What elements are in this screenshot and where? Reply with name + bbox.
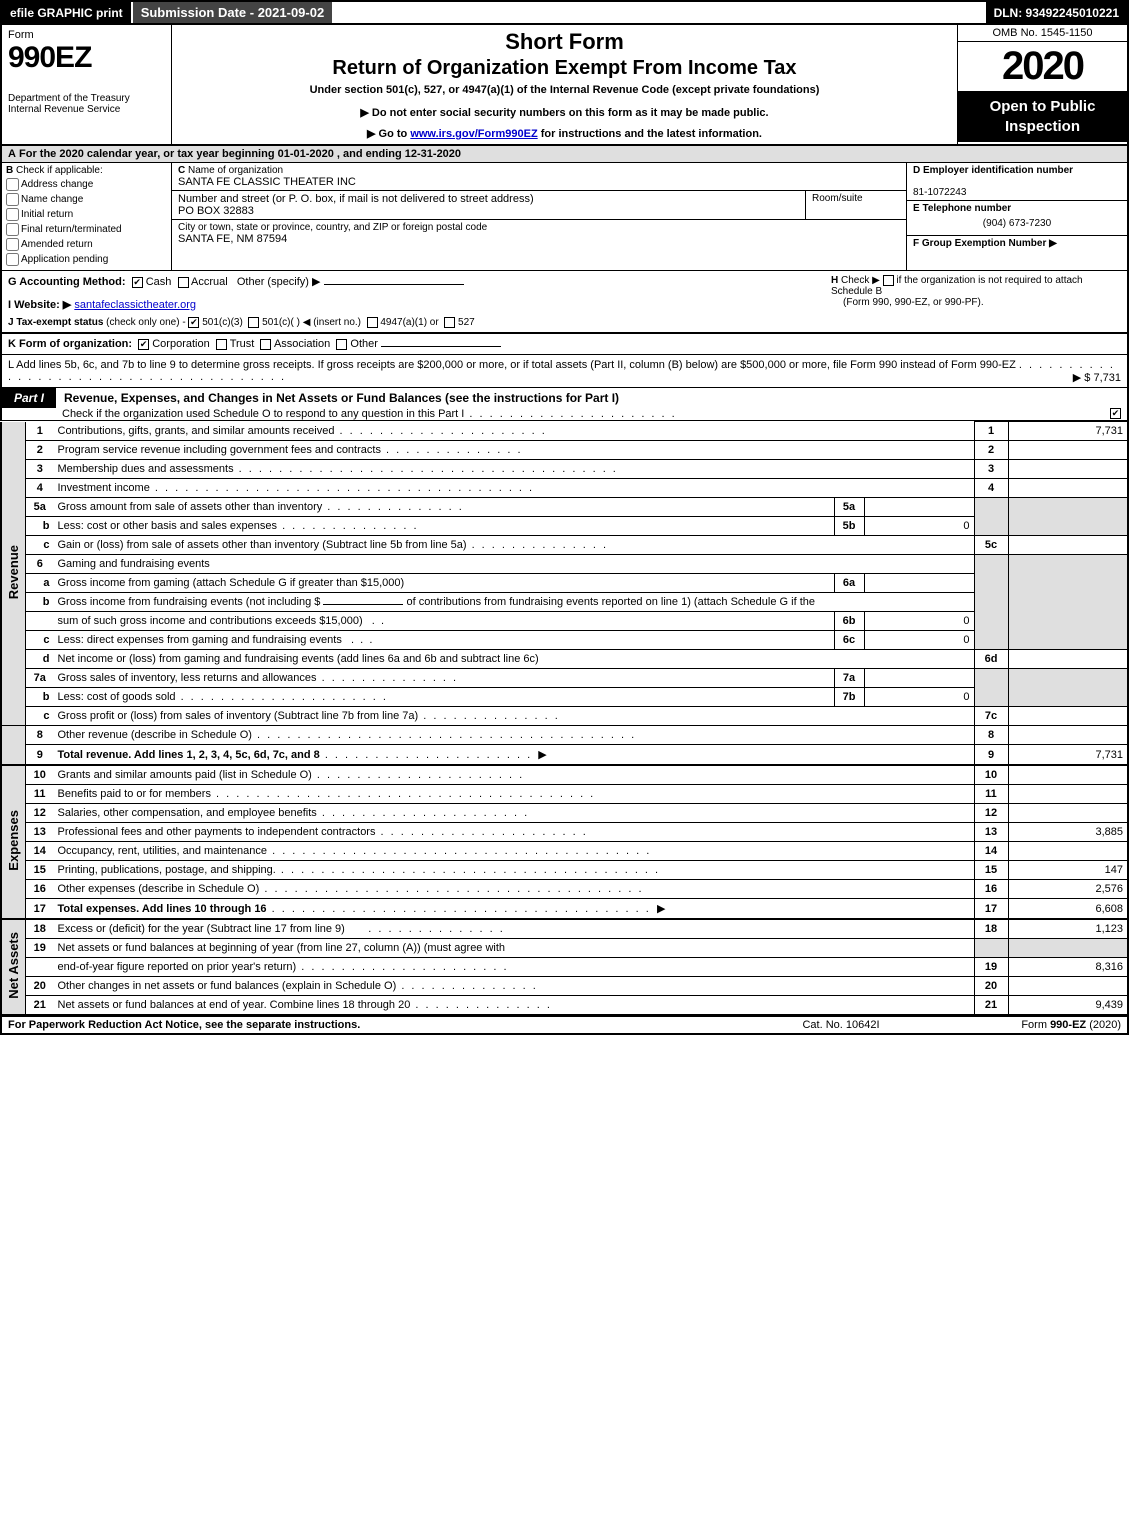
submission-date: Submission Date - 2021-09-02: [131, 2, 333, 23]
chk-address-change[interactable]: Address change: [6, 178, 167, 191]
chk-schedule-o[interactable]: [1110, 408, 1121, 419]
omb-number: OMB No. 1545-1150: [958, 25, 1127, 42]
line-15-value: 147: [1008, 861, 1128, 880]
header-right: OMB No. 1545-1150 2020 Open to Public In…: [957, 25, 1127, 144]
chk-association[interactable]: [260, 339, 271, 350]
part-1-table: Revenue 1 Contributions, gifts, grants, …: [0, 421, 1129, 1015]
short-form-title: Short Form: [182, 29, 947, 55]
line-19-value: 8,316: [1008, 958, 1128, 977]
line-7c-value: [1008, 707, 1128, 726]
part-1-tag: Part I: [2, 388, 56, 408]
line-9-value: 7,731: [1008, 745, 1128, 766]
website-label: I Website: ▶: [8, 299, 71, 311]
line-6d-value: [1008, 650, 1128, 669]
efile-print-label[interactable]: efile GRAPHIC print: [2, 2, 131, 23]
chk-501c[interactable]: [248, 317, 259, 328]
line-13-value: 3,885: [1008, 823, 1128, 842]
irs-label: Internal Revenue Service: [8, 104, 165, 115]
top-bar: efile GRAPHIC print Submission Date - 20…: [0, 0, 1129, 25]
dept-treasury: Department of the Treasury: [8, 93, 165, 104]
line-17-value: 6,608: [1008, 899, 1128, 920]
form-ref: Form 990-EZ (2020): [941, 1019, 1121, 1031]
line-5b-value: 0: [864, 517, 974, 536]
line-1-value: 7,731: [1008, 422, 1128, 441]
open-to-public: Open to Public Inspection: [958, 91, 1127, 142]
website-link[interactable]: santafeclassictheater.org: [74, 299, 196, 311]
chk-application-pending[interactable]: Application pending: [6, 253, 167, 266]
line-2-value: [1008, 441, 1128, 460]
info-grid: B Check if applicable: Address change Na…: [0, 163, 1129, 271]
cat-no: Cat. No. 10642I: [741, 1019, 941, 1031]
line-6c-value: 0: [864, 631, 974, 650]
line-12-value: [1008, 804, 1128, 823]
return-title: Return of Organization Exempt From Incom…: [182, 57, 947, 80]
row-a-tax-year: A For the 2020 calendar year, or tax yea…: [0, 146, 1129, 163]
line-14-value: [1008, 842, 1128, 861]
form-header: Form 990EZ Department of the Treasury In…: [0, 25, 1129, 146]
line-5c-value: [1008, 536, 1128, 555]
chk-4947[interactable]: [367, 317, 378, 328]
paperwork-notice: For Paperwork Reduction Act Notice, see …: [8, 1019, 741, 1031]
col-b-checkboxes: B Check if applicable: Address change Na…: [2, 163, 172, 270]
form-word: Form: [8, 29, 165, 41]
vside-expenses: Expenses: [6, 810, 21, 871]
chk-corporation[interactable]: [138, 339, 149, 350]
org-name: SANTA FE CLASSIC THEATER INC: [178, 176, 356, 188]
line-8-value: [1008, 726, 1128, 745]
line-7a-value: [864, 669, 974, 688]
part-1-title: Revenue, Expenses, and Changes in Net As…: [56, 391, 619, 405]
chk-527[interactable]: [444, 317, 455, 328]
gross-receipts: ▶ $ 7,731: [1073, 371, 1121, 384]
chk-final-return[interactable]: Final return/terminated: [6, 223, 167, 236]
chk-name-change[interactable]: Name change: [6, 193, 167, 206]
line-3-value: [1008, 460, 1128, 479]
col-d-ids: D Employer identification number 81-1072…: [907, 163, 1127, 270]
chk-501c3[interactable]: [188, 317, 199, 328]
under-section: Under section 501(c), 527, or 4947(a)(1)…: [182, 84, 947, 96]
goto-line: ▶ Go to www.irs.gov/Form990EZ for instru…: [182, 127, 947, 140]
org-address: PO BOX 32883: [178, 205, 254, 217]
form-number: 990EZ: [8, 41, 165, 75]
do-not-enter: ▶ Do not enter social security numbers o…: [182, 106, 947, 119]
tax-year: 2020: [958, 42, 1127, 91]
chk-trust[interactable]: [216, 339, 227, 350]
dln-label: DLN: 93492245010221: [986, 2, 1127, 23]
line-21-value: 9,439: [1008, 996, 1128, 1015]
line-4-value: [1008, 479, 1128, 498]
chk-other-org[interactable]: [336, 339, 347, 350]
line-7b-value: 0: [864, 688, 974, 707]
org-city: SANTA FE, NM 87594: [178, 233, 287, 245]
line-18-value: 1,123: [1008, 919, 1128, 939]
chk-initial-return[interactable]: Initial return: [6, 208, 167, 221]
chk-amended-return[interactable]: Amended return: [6, 238, 167, 251]
line-6b-value: 0: [864, 612, 974, 631]
row-l: L Add lines 5b, 6c, and 7b to line 9 to …: [0, 355, 1129, 388]
line-5a-value: [864, 498, 974, 517]
part-1-header: Part I Revenue, Expenses, and Changes in…: [0, 388, 1129, 421]
irs-link[interactable]: www.irs.gov/Form990EZ: [410, 128, 537, 140]
row-g-h: G Accounting Method: Cash Accrual Other …: [0, 271, 1129, 333]
accounting-method-label: G Accounting Method:: [8, 276, 126, 288]
chk-accrual[interactable]: [178, 277, 189, 288]
header-left: Form 990EZ Department of the Treasury In…: [2, 25, 172, 144]
phone: (904) 673-7230: [913, 214, 1121, 233]
vside-revenue: Revenue: [6, 545, 21, 599]
chk-schedule-b[interactable]: [883, 275, 894, 286]
page-footer: For Paperwork Reduction Act Notice, see …: [0, 1015, 1129, 1035]
vside-net-assets: Net Assets: [6, 932, 21, 999]
header-mid: Short Form Return of Organization Exempt…: [172, 25, 957, 144]
row-k: K Form of organization: Corporation Trus…: [0, 333, 1129, 355]
col-c-org-info: C Name of organization SANTA FE CLASSIC …: [172, 163, 907, 270]
line-11-value: [1008, 785, 1128, 804]
line-16-value: 2,576: [1008, 880, 1128, 899]
ein: 81-1072243: [913, 187, 966, 198]
chk-cash[interactable]: [132, 277, 143, 288]
line-20-value: [1008, 977, 1128, 996]
line-10-value: [1008, 765, 1128, 785]
line-6a-value: [864, 574, 974, 593]
